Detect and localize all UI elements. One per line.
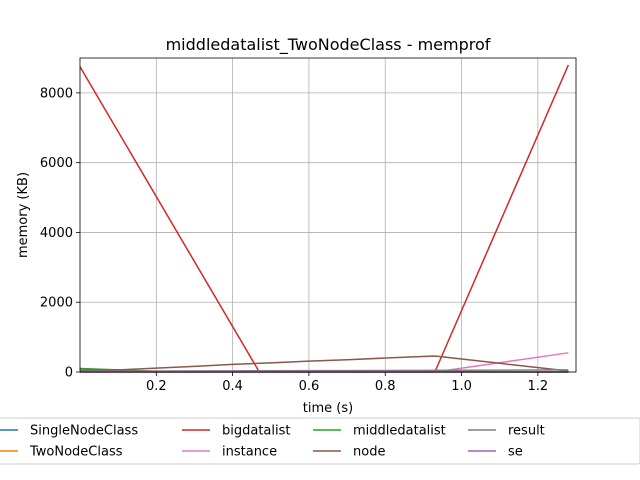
x-tick-label: 0.8: [375, 379, 396, 394]
legend: SingleNodeClass TwoNodeClass bigdatalist in…: [0, 417, 640, 465]
chart-title: middledatalist_TwoNodeClass - memprof: [166, 35, 491, 55]
series-line-node: [79, 355, 569, 372]
y-tick-label: 0: [65, 366, 73, 381]
y-axis-label: memory (KB): [16, 172, 31, 258]
grid-lines: [80, 58, 576, 373]
plot-frame: [79, 57, 577, 373]
legend-label: SingleNodeClass: [30, 424, 138, 439]
legend-label: TwoNodeClass: [29, 445, 123, 460]
x-tick-label: 0.4: [222, 379, 243, 394]
x-tick-label: 1.0: [451, 379, 472, 394]
legend-label: instance: [222, 445, 277, 460]
legend-label: result: [508, 424, 545, 439]
legend-label: middledatalist: [353, 424, 446, 439]
x-tick-label: 0.6: [299, 379, 320, 394]
y-tick-label: 8000: [40, 86, 73, 101]
x-axis: 0.2 0.4 0.6 0.8 1.0 1.2: [146, 372, 548, 394]
y-tick-label: 2000: [40, 296, 73, 311]
legend-label: node: [353, 445, 385, 460]
series-line-bigdatalist: [79, 64, 570, 373]
y-tick-label: 6000: [40, 156, 73, 171]
x-tick-label: 1.2: [528, 379, 549, 394]
legend-label: bigdatalist: [222, 424, 291, 439]
y-axis: 0 2000 4000 6000 8000: [40, 86, 80, 381]
x-axis-label: time (s): [303, 401, 353, 416]
series-lines: [79, 64, 570, 373]
legend-label: se: [508, 445, 523, 460]
x-tick-label: 0.2: [146, 379, 167, 394]
y-tick-label: 4000: [40, 226, 73, 241]
series-line-result: [79, 369, 569, 373]
